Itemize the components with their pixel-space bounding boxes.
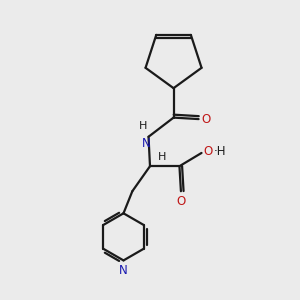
Text: N: N <box>119 264 128 277</box>
Text: O: O <box>176 195 185 208</box>
Text: H: H <box>139 122 147 131</box>
Text: H: H <box>158 152 166 162</box>
Text: ·H: ·H <box>214 145 226 158</box>
Text: O: O <box>203 145 212 158</box>
Text: N: N <box>142 137 151 150</box>
Text: O: O <box>201 112 210 126</box>
